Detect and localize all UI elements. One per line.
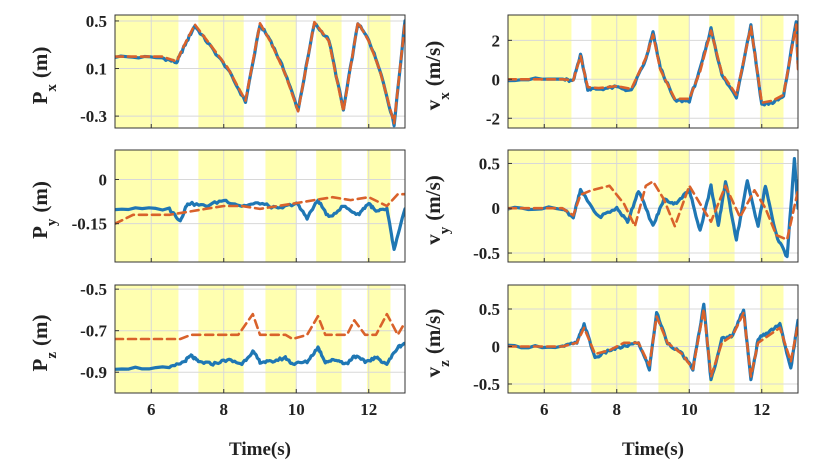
panel-pz: 6 8 10 12 -0.5 -0.7 -0.9 Pz (m) Time(s)	[28, 280, 406, 460]
yellow-band	[658, 150, 690, 262]
yellow-band	[658, 285, 690, 393]
y-tick-label: -0.3	[80, 107, 107, 126]
y-axis-label-unit: (m/s)	[421, 309, 445, 355]
y-axis-label: vz (m/s)	[421, 309, 453, 378]
y-axis-label-unit: (m)	[28, 181, 52, 212]
x-axis-label: Time(s)	[622, 439, 684, 460]
series-line-reference	[508, 180, 798, 241]
yellow-band	[759, 15, 784, 128]
y-axis-label: vx (m/s)	[421, 41, 453, 111]
y-tick-label: 0	[492, 338, 501, 357]
yellow-band	[591, 285, 637, 393]
y-tick-label: -0.5	[80, 280, 107, 299]
yellow-band	[366, 285, 391, 393]
x-tick-label: 12	[753, 400, 770, 419]
axes-frame	[114, 149, 406, 263]
y-axis-label-main: v	[421, 99, 445, 110]
y-tick-label: 0.5	[479, 300, 500, 319]
series-line-measured	[508, 157, 798, 259]
y-tick-label: 0.5	[86, 12, 107, 31]
yellow-band	[115, 150, 179, 262]
x-tick-label: 10	[288, 400, 305, 419]
y-axis-label-unit: (m/s)	[421, 175, 445, 221]
axes-frame	[507, 149, 799, 263]
y-tick-label: 0.5	[479, 154, 500, 173]
y-tick-label: 0	[99, 170, 108, 189]
yellow-band	[115, 15, 179, 128]
axes-frame	[507, 284, 799, 394]
panel-vy: 0.5 0 -0.5 vy (m/s)	[421, 149, 799, 263]
yellow-band	[316, 285, 342, 393]
y-tick-label: -0.5	[473, 244, 500, 263]
yellow-band	[591, 150, 637, 262]
y-axis-label-subscript: z	[437, 360, 453, 367]
y-tick-label: -0.7	[80, 322, 107, 341]
series-line-measured	[115, 341, 405, 371]
x-tick-label: 6	[540, 400, 549, 419]
yellow-band	[316, 15, 342, 128]
y-axis-label-unit: (m)	[28, 47, 52, 78]
y-axis-label-main: v	[421, 234, 445, 245]
series-line-reference	[115, 312, 405, 341]
yellow-band	[508, 285, 572, 393]
axes-frame	[114, 284, 406, 394]
yellow-band	[759, 285, 784, 393]
y-axis-label-main: v	[421, 366, 445, 377]
axes-frame	[507, 14, 799, 129]
y-axis-label: vy (m/s)	[421, 175, 453, 245]
x-tick-label: 6	[147, 400, 156, 419]
y-axis-label-subscript: x	[437, 92, 453, 100]
panel-px: 0.5 0.1 -0.3 Px (m)	[28, 12, 406, 129]
y-axis-label: Px (m)	[28, 47, 60, 105]
yellow-band	[508, 150, 572, 262]
x-tick-label: 10	[681, 400, 698, 419]
x-tick-label: 8	[613, 400, 622, 419]
x-tick-label: 12	[360, 400, 377, 419]
panel-vx: 2 0 -2 vx (m/s)	[421, 14, 799, 129]
series-line-reference	[508, 23, 798, 104]
y-axis-label-main: P	[28, 91, 52, 104]
y-axis-label-main: P	[28, 226, 52, 239]
y-axis-label-subscript: y	[437, 226, 453, 234]
panel-vz: 6 8 10 12 0.5 0 -0.5 vz (m/s) Time(s)	[421, 284, 799, 460]
y-axis-label-subscript: x	[44, 84, 60, 92]
y-tick-label: -2	[486, 109, 500, 128]
y-tick-label: 0	[492, 199, 501, 218]
y-tick-label: -0.15	[72, 215, 107, 234]
x-axis-label: Time(s)	[229, 439, 291, 460]
panel-py: 0 -0.15 Py (m)	[28, 149, 406, 263]
y-tick-label: 0	[492, 70, 501, 89]
series-line-measured	[115, 198, 405, 251]
yellow-band	[366, 150, 391, 262]
x-tick-label: 8	[220, 400, 229, 419]
y-axis-label: Py (m)	[28, 181, 60, 239]
series-line-reference	[115, 192, 405, 225]
y-axis-label-unit: (m)	[28, 315, 52, 346]
y-tick-label: -0.9	[80, 363, 107, 382]
series-line-reference	[115, 20, 405, 125]
y-axis-label-subscript: y	[44, 218, 60, 226]
series-line-reference	[508, 307, 798, 378]
y-tick-label: 2	[492, 31, 501, 50]
yellow-band	[198, 15, 244, 128]
yellow-band	[591, 15, 637, 128]
yellow-band	[508, 15, 572, 128]
y-tick-label: 0.1	[86, 60, 107, 79]
y-axis-label-unit: (m/s)	[421, 41, 445, 87]
yellow-band	[198, 285, 244, 393]
y-axis-label: Pz (m)	[28, 315, 60, 372]
y-axis-label-subscript: z	[44, 352, 60, 359]
y-axis-label-main: P	[28, 358, 52, 371]
yellow-band	[265, 15, 297, 128]
yellow-band	[316, 150, 342, 262]
axes-frame	[114, 14, 406, 129]
y-tick-label: -0.5	[473, 375, 500, 394]
